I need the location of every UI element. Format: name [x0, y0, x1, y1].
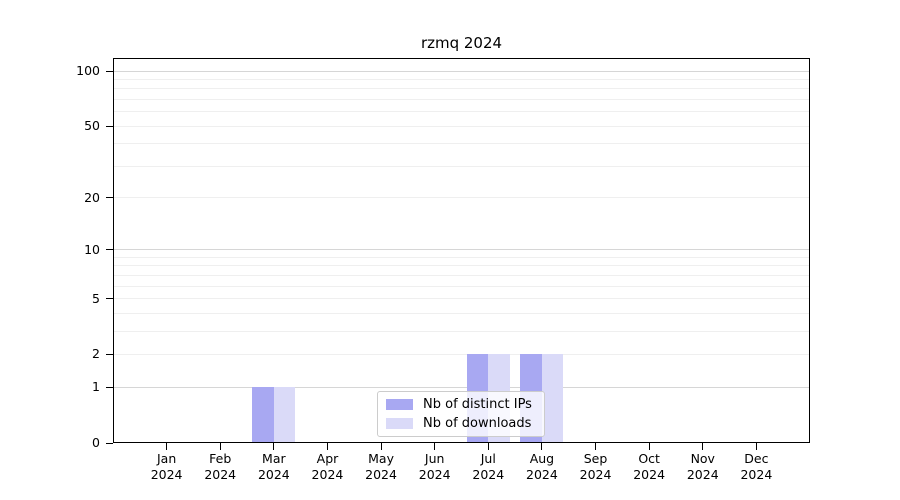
x-axis-tick-label: Mar 2024 — [241, 451, 307, 483]
y-axis-tick — [106, 125, 113, 127]
y-axis-tick-label: 1 — [92, 379, 100, 395]
x-axis-tick-label-line: May — [368, 451, 394, 466]
x-axis-tick — [648, 443, 650, 450]
x-axis-tick — [541, 443, 543, 450]
y-axis-tick — [106, 298, 113, 300]
x-axis-tick-label-line: Jun — [424, 451, 445, 466]
grid-line-minor — [114, 165, 809, 167]
grid-line-minor — [114, 143, 809, 145]
x-axis-tick-label: Sep 2024 — [563, 451, 629, 483]
y-axis-tick — [106, 442, 113, 444]
grid-line-major — [114, 249, 809, 251]
x-axis-tick — [702, 443, 704, 450]
x-axis-tick-label-line: Oct — [638, 451, 660, 466]
grid-line-minor — [114, 98, 809, 100]
y-axis-tick — [106, 70, 113, 72]
legend: Nb of distinct IPs Nb of downloads — [377, 391, 545, 437]
x-axis-tick-label-line: Feb — [209, 451, 232, 466]
x-axis-tick — [219, 443, 221, 450]
grid-line-minor — [114, 285, 809, 287]
x-axis-tick-label-line: Jan — [156, 451, 177, 466]
x-axis-tick-label: Nov 2024 — [670, 451, 736, 483]
y-axis-tick-label: 2 — [92, 346, 100, 362]
x-axis-tick-label-line: 2024 — [150, 467, 183, 482]
grid-line-minor — [114, 274, 809, 276]
grid-line-minor — [114, 330, 809, 332]
bar-distinct-ips — [252, 387, 274, 442]
legend-label-distinct-ips: Nb of distinct IPs — [423, 396, 532, 412]
y-axis-tick-label: 50 — [84, 118, 100, 134]
x-axis-tick — [166, 443, 168, 450]
grid-line-minor — [114, 298, 809, 300]
x-axis-tick — [755, 443, 757, 450]
x-axis-tick — [595, 443, 597, 450]
x-axis-tick-label-line: Apr — [316, 451, 339, 466]
legend-label-downloads: Nb of downloads — [423, 416, 532, 432]
grid-line-minor — [114, 353, 809, 355]
y-axis-tick-label: 10 — [84, 241, 100, 257]
plot-frame — [113, 58, 810, 443]
x-axis-tick-label-line: Sep — [583, 451, 608, 466]
x-axis-tick-label-line: 2024 — [686, 467, 719, 482]
grid-line-minor — [114, 256, 809, 258]
x-axis-tick — [380, 443, 382, 450]
grid-line-major — [114, 386, 809, 388]
legend-item-distinct-ips: Nb of distinct IPs — [386, 397, 544, 412]
x-axis-tick-label: Apr 2024 — [294, 451, 360, 483]
chart-title: rzmq 2024 — [420, 34, 503, 52]
x-axis-tick — [434, 443, 436, 450]
grid-line-minor — [114, 111, 809, 113]
y-axis-tick-label: 100 — [76, 63, 100, 78]
x-axis-tick-label-line: Aug — [529, 451, 555, 466]
x-axis-tick-label-line: 2024 — [257, 467, 290, 482]
x-axis-tick-label: Dec 2024 — [723, 451, 789, 483]
x-axis-tick-label: Oct 2024 — [616, 451, 682, 483]
x-axis-tick-label-line: 2024 — [579, 467, 612, 482]
grid-line-minor — [114, 78, 809, 80]
x-axis-tick-label-line: 2024 — [365, 467, 397, 482]
x-axis-tick-label-line: Mar — [262, 451, 286, 466]
y-axis-tick-label: 0 — [92, 435, 100, 450]
x-axis-tick-label: Aug 2024 — [509, 451, 575, 483]
grid-line-minor — [114, 265, 809, 267]
y-axis-tick-label: 5 — [92, 290, 100, 306]
x-axis-tick-label-line: 2024 — [526, 467, 558, 482]
bar-downloads — [273, 387, 296, 442]
grid-line-major — [114, 70, 809, 72]
legend-swatch-distinct-ips-icon — [386, 398, 413, 410]
x-axis-tick-label-line: 2024 — [418, 467, 451, 482]
y-axis-tick — [106, 353, 113, 355]
x-axis-tick-label: May 2024 — [348, 451, 414, 483]
x-axis-tick-label: Jun 2024 — [402, 451, 468, 483]
x-axis-tick-label-line: 2024 — [311, 467, 344, 482]
legend-item-downloads: Nb of downloads — [386, 416, 544, 431]
grid-line-minor — [114, 197, 809, 199]
x-axis-tick-label-line: Dec — [744, 451, 769, 466]
grid-line-minor — [114, 312, 809, 314]
legend-swatch-downloads-icon — [386, 418, 413, 430]
grid-line-minor — [114, 125, 809, 127]
y-axis-tick — [106, 386, 113, 388]
x-axis-tick-label: Feb 2024 — [187, 451, 253, 483]
x-axis-tick — [487, 443, 489, 450]
x-axis-tick — [273, 443, 275, 450]
x-axis-tick-label-line: 2024 — [204, 467, 237, 482]
x-axis-tick-label: Jul 2024 — [455, 451, 521, 483]
x-axis-tick-label-line: 2024 — [472, 467, 505, 482]
y-axis-tick — [106, 249, 113, 251]
x-axis-tick-label-line: Jul — [480, 451, 496, 466]
x-axis-tick-label-line: 2024 — [740, 467, 773, 482]
grid-line-minor — [114, 88, 809, 90]
y-axis-tick-label: 20 — [84, 189, 100, 205]
bar-downloads — [541, 354, 564, 442]
y-axis-tick — [106, 197, 113, 199]
x-axis-tick-label: Jan 2024 — [134, 451, 200, 483]
x-axis-tick-label-line: Nov — [690, 451, 715, 466]
x-axis-tick-label-line: 2024 — [633, 467, 666, 482]
x-axis-tick — [326, 443, 328, 450]
